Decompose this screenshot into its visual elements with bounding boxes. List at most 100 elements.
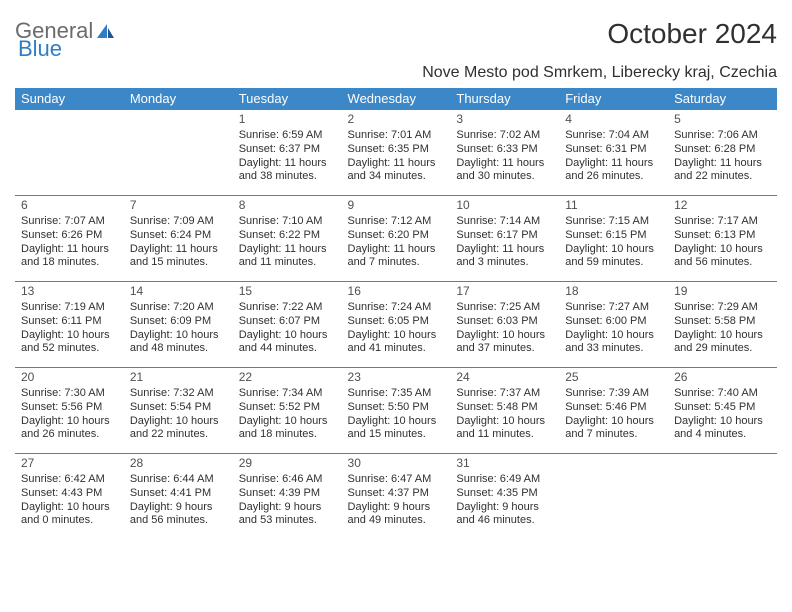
sunset-text: Sunset: 5:48 PM [456, 401, 553, 415]
calendar-day-cell: 21Sunrise: 7:32 AMSunset: 5:54 PMDayligh… [124, 368, 233, 454]
day-number: 10 [456, 198, 553, 213]
sunset-text: Sunset: 5:50 PM [348, 401, 445, 415]
day-header: Friday [559, 88, 668, 110]
day-number: 15 [239, 284, 336, 299]
day-header: Wednesday [342, 88, 451, 110]
daylight-text: Daylight: 11 hours [239, 157, 336, 171]
daylight-text: Daylight: 10 hours [674, 329, 771, 343]
sunrise-text: Sunrise: 7:27 AM [565, 301, 662, 315]
sunrise-text: Sunrise: 7:01 AM [348, 129, 445, 143]
page: General October 2024 Blue Nove Mesto pod… [0, 0, 792, 550]
daylight-text: Daylight: 10 hours [565, 415, 662, 429]
day-number: 9 [348, 198, 445, 213]
sunset-text: Sunset: 6:22 PM [239, 229, 336, 243]
daylight-text: Daylight: 10 hours [21, 415, 118, 429]
day-number: 19 [674, 284, 771, 299]
daylight-text: and 11 minutes. [239, 256, 336, 270]
daylight-text: and 15 minutes. [348, 428, 445, 442]
calendar-day-cell: 18 Sunrise: 7:27 AMSunset: 6:00 PMDayligh… [559, 282, 668, 368]
daylight-text: and 26 minutes. [565, 170, 662, 184]
calendar-day-cell: 12Sunrise: 7:17 AMSunset: 6:13 PMDayligh… [668, 196, 777, 282]
sunrise-text: Sunrise: 7:30 AM [21, 387, 118, 401]
calendar-day-cell: 2Sunrise: 7:01 AMSunset: 6:35 PMDaylight… [342, 110, 451, 196]
calendar-week-row: 1Sunrise: 6:59 AMSunset: 6:37 PMDaylight… [15, 110, 777, 196]
day-number: 21 [130, 370, 227, 385]
calendar-day-cell: 17Sunrise: 7:25 AMSunset: 6:03 PMDayligh… [450, 282, 559, 368]
calendar-day-cell: 22Sunrise: 7:34 AMSunset: 5:52 PMDayligh… [233, 368, 342, 454]
daylight-text: and 37 minutes. [456, 342, 553, 356]
sunrise-text: Sunrise: 7:40 AM [674, 387, 771, 401]
daylight-text: Daylight: 10 hours [348, 415, 445, 429]
sunrise-text: Sunrise: 7:20 AM [130, 301, 227, 315]
daylight-text: and 26 minutes. [21, 428, 118, 442]
calendar-day-cell: 5Sunrise: 7:06 AMSunset: 6:28 PMDaylight… [668, 110, 777, 196]
calendar-body: 1Sunrise: 6:59 AMSunset: 6:37 PMDaylight… [15, 110, 777, 540]
daylight-text: Daylight: 11 hours [456, 157, 553, 171]
sunrise-text: Sunrise: 6:42 AM [21, 473, 118, 487]
daylight-text: Daylight: 10 hours [674, 243, 771, 257]
day-number: 27 [21, 456, 118, 471]
sunrise-text: Sunrise: 7:07 AM [21, 215, 118, 229]
daylight-text: Daylight: 10 hours [456, 415, 553, 429]
calendar-day-cell: 1Sunrise: 6:59 AMSunset: 6:37 PMDaylight… [233, 110, 342, 196]
daylight-text: and 15 minutes. [130, 256, 227, 270]
calendar-day-cell: 30Sunrise: 6:47 AMSunset: 4:37 PMDayligh… [342, 454, 451, 540]
sunset-text: Sunset: 6:00 PM [565, 315, 662, 329]
daylight-text: Daylight: 9 hours [456, 501, 553, 515]
daylight-text: Daylight: 10 hours [565, 329, 662, 343]
calendar-day-cell: 27Sunrise: 6:42 AMSunset: 4:43 PMDayligh… [15, 454, 124, 540]
daylight-text: and 22 minutes. [130, 428, 227, 442]
daylight-text: and 53 minutes. [239, 514, 336, 528]
daylight-text: Daylight: 11 hours [239, 243, 336, 257]
sunset-text: Sunset: 6:31 PM [565, 143, 662, 157]
sunrise-text: Sunrise: 6:49 AM [456, 473, 553, 487]
daylight-text: Daylight: 11 hours [130, 243, 227, 257]
sunrise-text: Sunrise: 6:59 AM [239, 129, 336, 143]
day-number: 17 [456, 284, 553, 299]
calendar-day-cell [668, 454, 777, 540]
sunset-text: Sunset: 6:20 PM [348, 229, 445, 243]
calendar-day-cell: 16Sunrise: 7:24 AMSunset: 6:05 PMDayligh… [342, 282, 451, 368]
sunrise-text: Sunrise: 7:04 AM [565, 129, 662, 143]
sunset-text: Sunset: 6:11 PM [21, 315, 118, 329]
daylight-text: Daylight: 11 hours [21, 243, 118, 257]
sunrise-text: Sunrise: 7:25 AM [456, 301, 553, 315]
day-number: 3 [456, 112, 553, 127]
sunset-text: Sunset: 6:15 PM [565, 229, 662, 243]
daylight-text: Daylight: 10 hours [239, 329, 336, 343]
daylight-text: and 29 minutes. [674, 342, 771, 356]
day-number: 18 [565, 284, 662, 299]
calendar-day-cell: 31Sunrise: 6:49 AMSunset: 4:35 PMDayligh… [450, 454, 559, 540]
daylight-text: Daylight: 11 hours [565, 157, 662, 171]
day-number: 13 [21, 284, 118, 299]
sunset-text: Sunset: 6:26 PM [21, 229, 118, 243]
daylight-text: Daylight: 10 hours [130, 329, 227, 343]
calendar-day-cell [15, 110, 124, 196]
calendar-day-cell: 29Sunrise: 6:46 AMSunset: 4:39 PMDayligh… [233, 454, 342, 540]
day-number: 20 [21, 370, 118, 385]
sunset-text: Sunset: 4:41 PM [130, 487, 227, 501]
daylight-text: and 48 minutes. [130, 342, 227, 356]
calendar-week-row: 27 Sunrise: 6:42 AMSunset: 4:43 PM Dayligh… [15, 454, 777, 540]
calendar-day-cell: 28Sunrise: 6:44 AMSunset: 4:41 PMDayligh… [124, 454, 233, 540]
day-header: Thursday [450, 88, 559, 110]
day-number: 5 [674, 112, 771, 127]
sunset-text: Sunset: 4:43 PM [21, 487, 118, 501]
daylight-text: and 18 minutes. [21, 256, 118, 270]
calendar-day-cell: 3Sunrise: 7:02 AMSunset: 6:33 PMDaylight… [450, 110, 559, 196]
daylight-text: and 3 minutes. [456, 256, 553, 270]
sunset-text: Sunset: 4:35 PM [456, 487, 553, 501]
sunset-text: Sunset: 6:09 PM [130, 315, 227, 329]
calendar-day-cell: 24Sunrise: 7:37 AMSunset: 5:48 PMDayligh… [450, 368, 559, 454]
logo-sail-icon [95, 22, 115, 40]
calendar-day-cell: 20Sunrise: 7:30 AMSunset: 5:56 PMDayligh… [15, 368, 124, 454]
calendar-day-cell: 8Sunrise: 7:10 AMSunset: 6:22 PMDaylight… [233, 196, 342, 282]
daylight-text: Daylight: 10 hours [565, 243, 662, 257]
day-number: 12 [674, 198, 771, 213]
day-number: 29 [239, 456, 336, 471]
sunrise-text: Sunrise: 7:14 AM [456, 215, 553, 229]
sunrise-text: Sunrise: 6:44 AM [130, 473, 227, 487]
calendar-day-cell: 6Sunrise: 7:07 AMSunset: 6:26 PMDaylight… [15, 196, 124, 282]
sunrise-text: Sunrise: 7:35 AM [348, 387, 445, 401]
daylight-text: and 33 minutes. [565, 342, 662, 356]
